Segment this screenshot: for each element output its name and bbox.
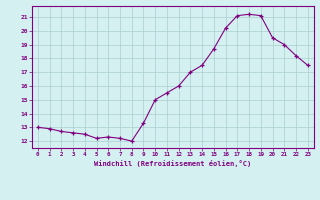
X-axis label: Windchill (Refroidissement éolien,°C): Windchill (Refroidissement éolien,°C) — [94, 160, 252, 167]
